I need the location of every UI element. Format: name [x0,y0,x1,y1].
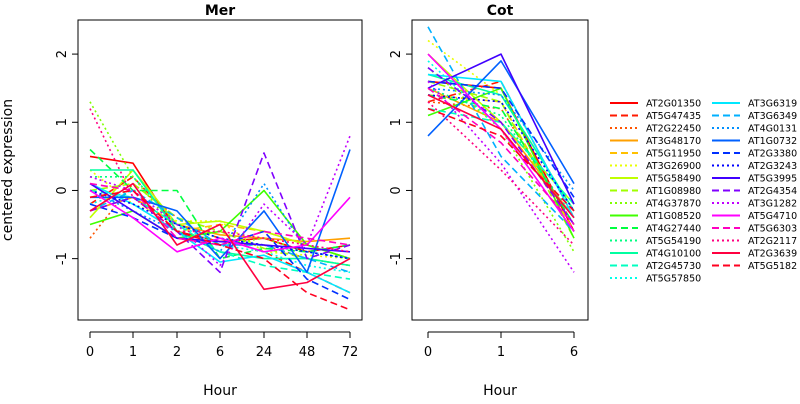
x-tick-label: 48 [299,345,316,360]
legend-label: AT2G3243 [748,161,797,172]
x-axis-label: Hour [483,383,517,399]
series-line [427,94,575,212]
legend-label: AT3G26900 [646,161,701,172]
legend-label: AT3G6349 [748,111,797,122]
legend-label: AT4G0131 [748,124,797,135]
series-line [427,80,575,273]
x-tick-label: 1 [497,345,505,360]
series-line [89,189,351,260]
series-line [427,101,575,225]
legend-label: AT5G57850 [646,274,701,285]
plot-frame [77,19,363,321]
legend-label: AT1G0732 [748,136,797,147]
plot-frame [411,19,589,321]
legend-label: AT2G01350 [646,99,701,110]
legend-label: AT1G08980 [646,186,701,197]
legend-label: AT3G6319 [748,99,797,110]
series-line [89,108,351,253]
legend-label: AT5G54190 [646,236,701,247]
legend-label: AT2G3380 [748,149,797,160]
legend-label: AT4G10100 [646,249,701,260]
series-line [427,107,575,212]
panel-title: Mer [205,3,235,19]
y-tick-label: 2 [389,50,404,58]
y-tick-label: 2 [55,50,70,58]
series-line [89,182,351,291]
x-tick-label: 6 [216,345,224,360]
series-line [427,94,575,232]
series-line [427,87,575,226]
x-tick-label: 1 [129,345,137,360]
legend-label: AT4G27440 [646,224,701,235]
x-tick-label: 72 [342,345,359,360]
legend-label: AT5G6303 [748,224,797,235]
y-tick-label: -1 [55,252,70,265]
y-axis-label: centered expression [0,99,16,241]
legend-label: AT5G58490 [646,174,701,185]
series-line [427,107,575,205]
series-line [90,149,351,274]
x-tick-label: 2 [173,345,181,360]
legend-label: AT2G3639 [748,249,797,260]
panel-title: Cot [487,3,514,19]
legend-label: AT2G22450 [646,124,701,135]
series-line [89,182,351,253]
panel-cot: Cot 2 1 0 -1 0 1 6 Hour [389,3,589,399]
legend-label: AT3G1282 [748,199,797,210]
y-tick-label: -1 [389,252,404,265]
panel-mer: Mer 2 1 0 -1 0 1 2 6 24 48 72 Hour [55,3,363,399]
series-line [427,94,575,219]
series-line [427,26,575,232]
x-tick-label: 0 [86,345,94,360]
legend-label: AT1G08520 [646,211,701,222]
series-line [89,189,351,311]
y-tick-label: 1 [55,118,70,126]
legend-label: AT5G11950 [646,149,701,160]
series-line [427,60,575,185]
y-tick-label: 1 [389,118,404,126]
series-line [427,80,575,219]
legend-label: AT2G45730 [646,261,701,272]
x-tick-label: 6 [570,345,578,360]
legend-label: AT4G37870 [646,199,701,210]
series-line [89,152,351,274]
series-line [427,67,575,225]
x-tick-label: 0 [424,345,432,360]
y-tick-label: 0 [389,186,404,194]
x-axis-label: Hour [203,383,237,399]
series-line [427,53,575,205]
legend-label: AT2G2117 [748,236,797,247]
legend-label: AT3G48170 [646,136,701,147]
legend-label: AT5G5182 [748,261,797,272]
y-tick-label: 0 [55,186,70,194]
legend-label: AT5G4710 [748,211,797,222]
legend-label: AT2G4354 [748,186,797,197]
legend-label: AT5G47435 [646,111,701,122]
legend-label: AT5G3995 [748,174,797,185]
x-tick-label: 24 [256,345,273,360]
series-line [427,80,575,198]
series-line [427,87,575,219]
